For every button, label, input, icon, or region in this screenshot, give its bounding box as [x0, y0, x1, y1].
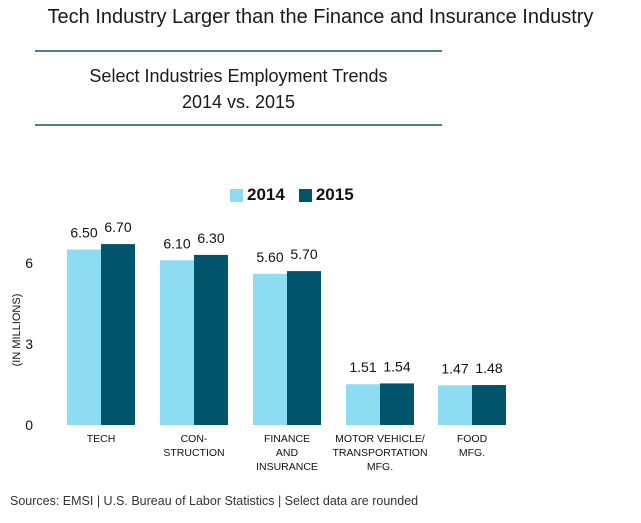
x-category-label: CON-: [181, 433, 208, 445]
x-category-label: INSURANCE: [256, 461, 318, 473]
chart-legend: 2014 2015: [230, 183, 368, 207]
y-tick-label: 0: [25, 417, 33, 433]
bar-2014-2: [253, 273, 287, 425]
data-label-2015-1: 6.30: [197, 230, 224, 246]
x-category-label: FOOD: [457, 433, 488, 445]
legend-item-2015: 2015: [298, 185, 354, 205]
bar-2014-4: [438, 385, 472, 425]
page-title: Tech Industry Larger than the Finance an…: [47, 6, 594, 28]
bar-2015-0: [101, 244, 135, 425]
y-tick-label: 3: [25, 336, 33, 352]
data-label-2015-3: 1.54: [383, 358, 410, 374]
x-category-label: FINANCE: [264, 433, 310, 445]
title-divider-bottom: [35, 124, 442, 126]
x-category-label: MFG.: [459, 447, 485, 459]
data-label-2014-2: 5.60: [256, 249, 283, 265]
x-category-label: TRANSPORTATION: [332, 447, 427, 459]
bar-2015-1: [194, 254, 228, 425]
data-label-2015-0: 6.70: [104, 219, 131, 235]
x-category-label: AND: [276, 447, 299, 459]
data-label-2015-2: 5.70: [290, 246, 317, 262]
legend-swatch-2014: [230, 188, 243, 202]
legend-label-2015: 2015: [315, 185, 354, 204]
legend-item-2014: 2014: [230, 185, 285, 205]
x-category-label: MFG.: [367, 461, 393, 473]
data-label-2014-0: 6.50: [70, 225, 97, 241]
data-label-2015-4: 1.48: [475, 360, 502, 376]
x-category-label: STRUCTION: [163, 447, 224, 459]
source-note: Sources: EMSI | U.S. Bureau of Labor Sta…: [10, 494, 419, 508]
data-label-2014-1: 6.10: [163, 235, 190, 251]
chart-subtitle-line1: Select Industries Employment Trends: [89, 66, 388, 86]
legend-label-2014: 2014: [247, 185, 285, 204]
x-category-label: MOTOR VEHICLE/: [335, 433, 425, 445]
x-category-label: TECH: [87, 433, 116, 445]
y-tick-label: 6: [25, 255, 33, 271]
bar-2015-2: [287, 271, 321, 425]
title-divider-top: [35, 50, 442, 52]
bar-2014-3: [346, 384, 380, 425]
chart-subtitle-line2: 2014 vs. 2015: [181, 92, 296, 112]
data-label-2014-4: 1.47: [441, 360, 468, 376]
bar-2015-3: [380, 383, 414, 425]
bar-2015-4: [472, 385, 506, 425]
legend-swatch-2015: [298, 188, 312, 202]
data-label-2014-3: 1.51: [349, 359, 376, 375]
y-axis-label: (IN MILLIONS): [11, 294, 23, 367]
bar-2014-0: [67, 249, 101, 425]
bar-2014-1: [160, 260, 194, 425]
